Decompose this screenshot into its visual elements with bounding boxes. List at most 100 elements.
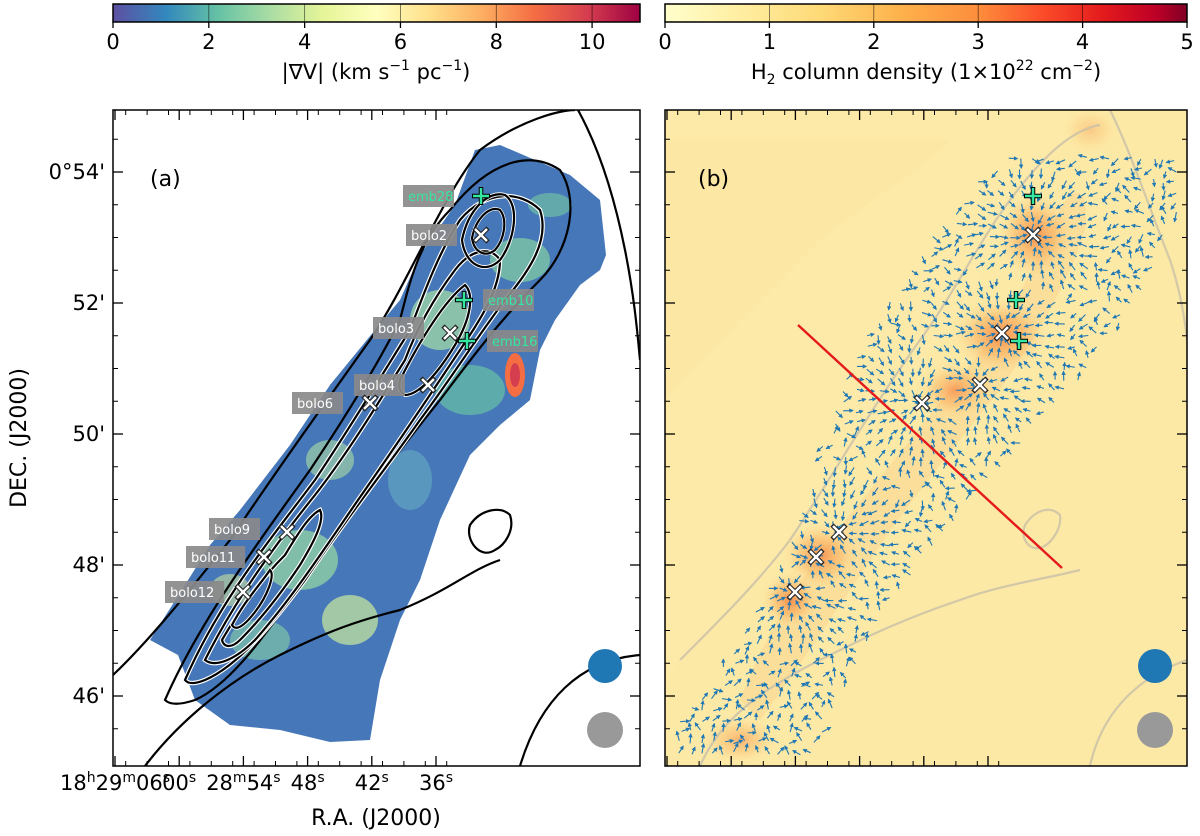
gradient-vector xyxy=(918,470,925,478)
gradient-vector xyxy=(806,722,812,730)
gradient-vector xyxy=(889,448,896,457)
gradient-vector xyxy=(734,693,744,699)
gradient-vector xyxy=(911,324,918,331)
gradient-vector xyxy=(802,716,812,721)
gradient-vector xyxy=(701,692,709,701)
gradient-vector xyxy=(895,581,901,590)
gradient-vector xyxy=(1012,350,1020,357)
gradient-vector xyxy=(823,478,828,486)
gradient-vector xyxy=(1124,209,1133,214)
gradient-vector xyxy=(898,448,904,458)
gradient-vector xyxy=(1162,171,1168,179)
gradient-vector xyxy=(796,732,803,742)
gradient-vector xyxy=(1054,354,1065,360)
gradient-vector xyxy=(769,643,774,654)
gradient-vector xyxy=(866,617,878,622)
gradient-vector xyxy=(1072,348,1078,357)
gradient-vector xyxy=(811,691,820,700)
gradient-vector xyxy=(739,734,746,741)
gradient-vector xyxy=(1008,169,1013,179)
gradient-vector xyxy=(808,614,815,623)
gradient-vector xyxy=(776,712,782,721)
gradient-vector xyxy=(1060,269,1067,279)
gradient-vector xyxy=(753,656,759,665)
gradient-vector xyxy=(1038,249,1043,258)
gradient-vector xyxy=(824,521,830,528)
gradient-vector xyxy=(978,472,988,479)
gradient-vector xyxy=(778,686,784,697)
velocity-gradient-vectors xyxy=(675,153,1178,756)
gradient-vector xyxy=(962,269,968,276)
gradient-vector xyxy=(1033,333,1045,338)
gradient-vector xyxy=(1093,317,1099,326)
gradient-vector xyxy=(839,582,847,589)
gradient-vector xyxy=(881,560,891,566)
gradient-vector xyxy=(725,668,731,676)
gradient-vector xyxy=(1045,312,1054,319)
gradient-vector xyxy=(813,498,818,509)
gradient-vector xyxy=(877,378,886,386)
gradient-vector xyxy=(735,659,745,664)
gradient-vector xyxy=(833,425,839,434)
x-tick-label: 42s xyxy=(355,770,389,795)
gradient-vector xyxy=(982,403,988,414)
gradient-vector xyxy=(942,233,952,238)
gradient-vector xyxy=(755,606,765,613)
gradient-vector xyxy=(1020,203,1025,214)
source-label: bolo2 xyxy=(411,229,447,244)
gradient-vector xyxy=(944,280,954,286)
gradient-vector xyxy=(934,388,943,394)
gradient-vector xyxy=(888,542,899,547)
gradient-vector xyxy=(999,223,1009,229)
gradient-vector xyxy=(898,377,904,388)
gradient-vector xyxy=(861,558,867,568)
gradient-vector xyxy=(1050,261,1055,269)
gradient-vector xyxy=(856,388,865,393)
gradient-vector xyxy=(1010,179,1017,188)
gradient-vector xyxy=(921,323,929,328)
gradient-vector xyxy=(1040,281,1046,290)
gradient-vector xyxy=(856,418,866,423)
gradient-vector xyxy=(931,265,941,270)
gradient-vector xyxy=(964,212,971,219)
gradient-vector xyxy=(909,286,919,291)
source-marker-x xyxy=(236,585,250,599)
panel-a-frame xyxy=(112,109,641,767)
gradient-vector xyxy=(1099,245,1110,250)
gradient-vector xyxy=(908,377,913,386)
colorbar-tick-label: 0 xyxy=(658,30,671,54)
gradient-vector xyxy=(1120,243,1131,248)
gradient-vector xyxy=(974,253,984,260)
colorbar-tick-label: 4 xyxy=(298,30,311,54)
gradient-vector xyxy=(898,355,905,365)
gradient-vector xyxy=(883,512,891,517)
gradient-vector xyxy=(1057,260,1065,270)
gradient-vector xyxy=(868,561,877,569)
colorbar-tick-label: 0 xyxy=(106,30,119,54)
gradient-vector xyxy=(939,450,946,458)
source-bolo3-b xyxy=(993,324,1011,342)
source-label-box xyxy=(354,374,405,396)
gradient-vector xyxy=(816,445,824,452)
gradient-vector xyxy=(999,450,1007,457)
gradient-vector xyxy=(798,643,804,653)
gradient-vector xyxy=(900,426,906,435)
source-marker-x xyxy=(915,396,929,410)
gradient-vector xyxy=(1088,192,1098,197)
gradient-vector xyxy=(757,652,766,657)
gradient-vector xyxy=(827,636,835,644)
gradient-vector xyxy=(1101,198,1108,205)
gradient-vector xyxy=(991,170,998,179)
gradient-vector xyxy=(691,746,696,755)
gradient-vector xyxy=(865,601,870,610)
gradient-vector xyxy=(867,550,877,556)
gradient-vector xyxy=(1111,197,1119,202)
gradient-vector xyxy=(791,553,802,559)
beam-grey-a xyxy=(587,712,623,748)
gradient-vector xyxy=(845,656,851,667)
gradient-vector xyxy=(906,469,911,479)
gradient-vector xyxy=(744,641,753,646)
gradient-vector xyxy=(812,657,821,664)
gradient-vector xyxy=(998,179,1006,187)
panel-b-y-ticks xyxy=(665,138,1187,730)
